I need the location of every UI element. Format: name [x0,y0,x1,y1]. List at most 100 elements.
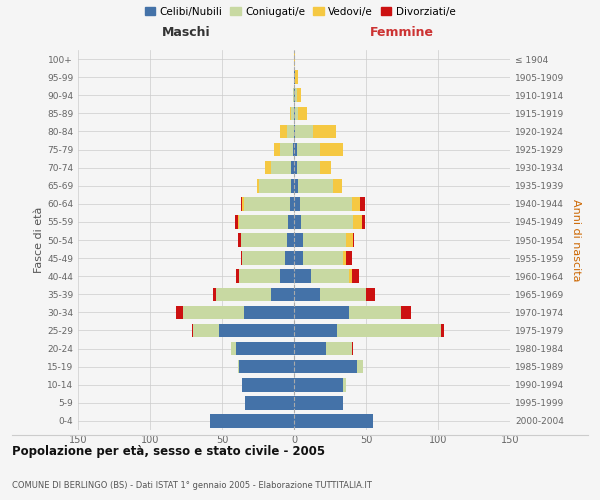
Bar [291,106,294,120]
Bar [239,270,280,283]
Bar [362,215,365,228]
Bar [214,288,216,301]
Bar [211,414,294,428]
Bar [295,70,298,84]
Bar [320,288,366,301]
Bar [401,306,410,319]
Bar [294,52,295,66]
Bar [346,252,352,265]
Bar [245,396,294,409]
Bar [294,106,295,120]
Bar [311,270,349,283]
Bar [242,378,294,392]
Bar [290,106,291,120]
Bar [294,378,343,392]
Bar [294,233,302,247]
Bar [238,233,241,247]
Bar [257,179,259,192]
Bar [230,342,236,355]
Bar [293,88,294,102]
Legend: Celibi/Nubili, Coniugati/e, Vedovi/e, Divorziati/e: Celibi/Nubili, Coniugati/e, Vedovi/e, Di… [140,2,460,21]
Text: Popolazione per età, sesso e stato civile - 2005: Popolazione per età, sesso e stato civil… [12,444,325,458]
Bar [291,179,294,192]
Bar [294,306,349,319]
Text: COMUNE DI BERLINGO (BS) - Dati ISTAT 1° gennaio 2005 - Elaborazione TUTTITALIA.I: COMUNE DI BERLINGO (BS) - Dati ISTAT 1° … [12,481,372,490]
Bar [294,360,358,374]
Bar [297,88,301,102]
Bar [337,324,441,338]
Bar [320,142,343,156]
Bar [294,88,295,102]
Bar [295,88,297,102]
Text: Maschi: Maschi [161,26,211,39]
Bar [352,197,360,210]
Bar [294,179,298,192]
Bar [333,179,341,192]
Bar [294,396,343,409]
Bar [302,252,343,265]
Bar [295,124,313,138]
Bar [353,233,355,247]
Y-axis label: Anni di nascita: Anni di nascita [571,198,581,281]
Bar [349,306,401,319]
Bar [300,197,352,210]
Bar [294,215,301,228]
Bar [239,360,294,374]
Bar [192,324,193,338]
Bar [441,324,444,338]
Bar [294,342,326,355]
Bar [244,197,290,210]
Bar [320,161,331,174]
Bar [176,306,183,319]
Bar [286,252,294,265]
Bar [294,197,300,210]
Bar [274,142,280,156]
Bar [242,252,286,265]
Bar [271,161,291,174]
Bar [241,252,242,265]
Bar [287,233,294,247]
Bar [298,179,333,192]
Bar [352,342,353,355]
Bar [236,342,294,355]
Bar [326,342,352,355]
Bar [301,215,353,228]
Bar [280,124,287,138]
Bar [346,233,353,247]
Bar [242,197,244,210]
Bar [241,233,287,247]
Bar [358,360,363,374]
Bar [183,306,244,319]
Bar [343,252,346,265]
Bar [216,288,271,301]
Bar [239,215,288,228]
Bar [280,142,293,156]
Bar [294,324,337,338]
Bar [287,124,294,138]
Bar [298,106,307,120]
Bar [238,215,239,228]
Bar [293,142,294,156]
Bar [193,324,219,338]
Y-axis label: Fasce di età: Fasce di età [34,207,44,273]
Bar [294,414,373,428]
Bar [241,197,242,210]
Bar [297,142,320,156]
Bar [294,270,311,283]
Bar [302,233,346,247]
Bar [290,197,294,210]
Bar [236,270,239,283]
Bar [353,215,362,228]
Bar [294,288,320,301]
Bar [280,270,294,283]
Bar [294,70,295,84]
Bar [238,360,239,374]
Bar [295,106,298,120]
Bar [360,197,365,210]
Bar [366,288,374,301]
Bar [294,142,297,156]
Bar [219,324,294,338]
Text: Femmine: Femmine [370,26,434,39]
Bar [294,252,302,265]
Bar [352,270,359,283]
